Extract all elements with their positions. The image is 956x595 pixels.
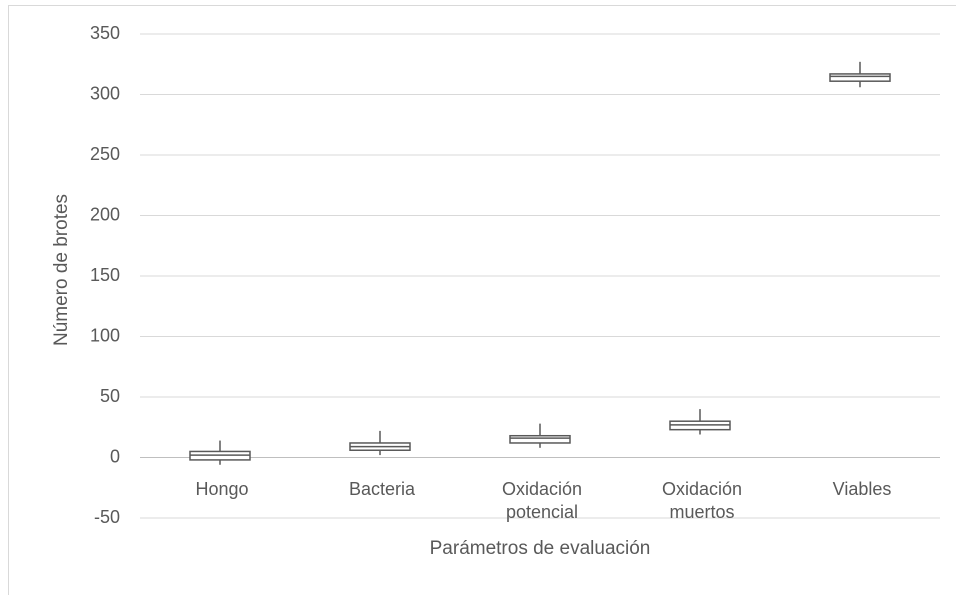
- box: [509, 434, 571, 444]
- y-tick-label: 300: [90, 83, 120, 103]
- y-tick-label: 350: [90, 23, 120, 43]
- y-tick-label: 0: [110, 446, 120, 466]
- y-tick-label: 100: [90, 325, 120, 345]
- x-tick-label: Oxidación muertos: [661, 478, 743, 522]
- x-tick-label: Viables: [832, 478, 892, 499]
- y-tick-label: -50: [94, 507, 120, 527]
- y-tick-label: 50: [100, 386, 120, 406]
- x-tick-label: Hongo: [195, 478, 249, 499]
- y-tick-label: 200: [90, 204, 120, 224]
- x-tick-label: Oxidación potencial: [501, 478, 583, 522]
- y-tick-label: 150: [90, 265, 120, 285]
- x-tick-label: Bacteria: [348, 478, 416, 499]
- y-axis-title: Número de brotes: [51, 194, 72, 346]
- y-tick-label: 250: [90, 144, 120, 164]
- box: [829, 73, 891, 82]
- chart-border: [8, 5, 956, 595]
- x-axis-title: Parámetros de evaluación: [430, 538, 651, 559]
